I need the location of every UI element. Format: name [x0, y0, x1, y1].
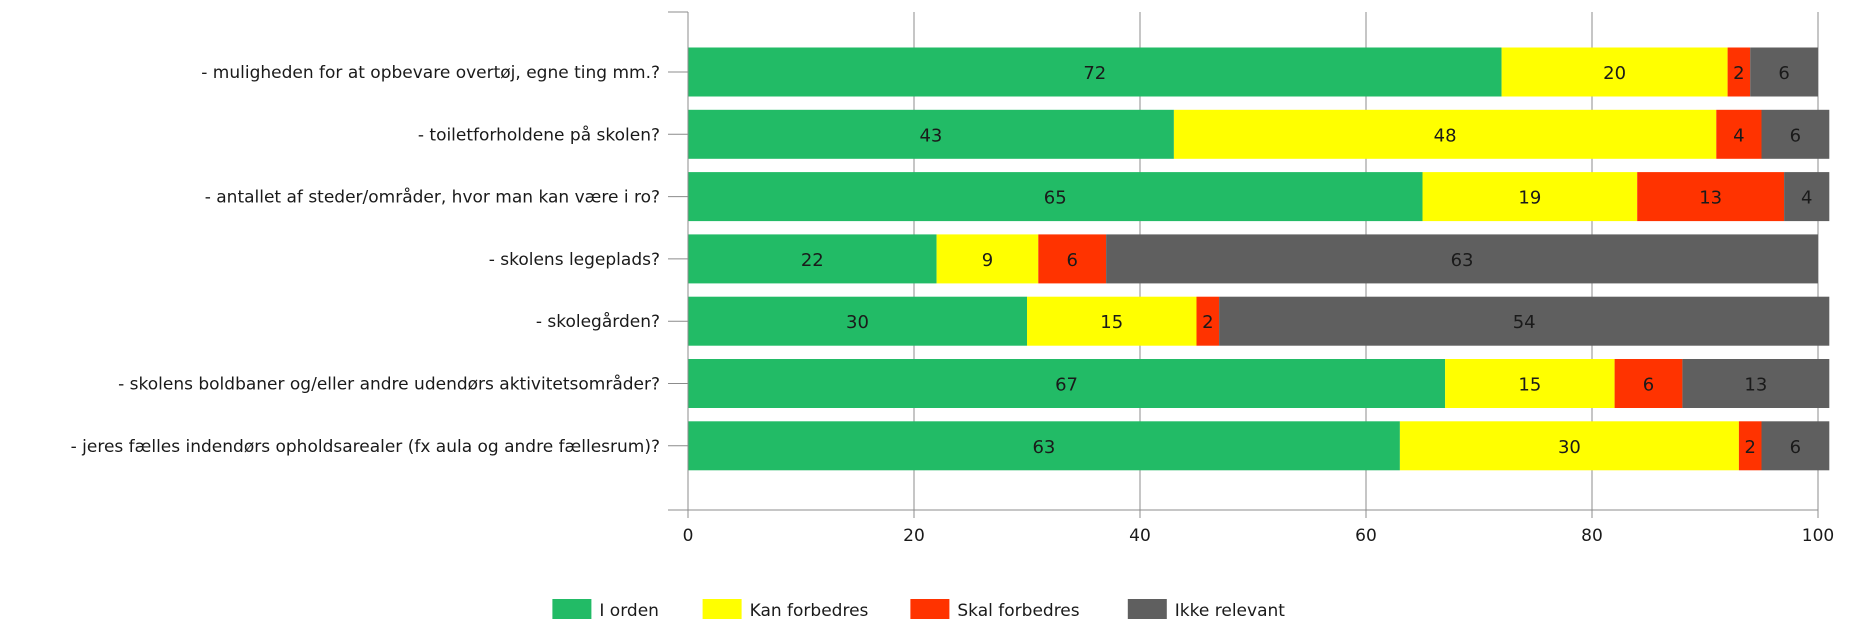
bar-segment: [1761, 421, 1830, 471]
legend-label: Ikke relevant: [1175, 601, 1285, 621]
data-label: 2: [1744, 437, 1755, 458]
x-tick-label: 0: [683, 526, 694, 546]
x-tick-label: 80: [1581, 526, 1603, 546]
bar-segment: [1219, 296, 1830, 346]
data-label: 6: [1066, 250, 1077, 271]
category-label: - jeres fælles indendørs opholdsarealer …: [71, 437, 660, 457]
bar-segment: [688, 234, 937, 284]
bar-segment: [936, 234, 1039, 284]
bar-segment: [1399, 421, 1739, 471]
legend-swatch: [702, 599, 742, 619]
x-tick-label: 40: [1129, 526, 1151, 546]
data-label: 72: [1083, 63, 1106, 84]
legend-swatch: [1127, 599, 1167, 619]
category-labels: - muligheden for at opbevare overtøj, eg…: [71, 63, 660, 457]
x-tick-label: 100: [1802, 526, 1834, 546]
legend-swatch: [910, 599, 950, 619]
bar-segment: [688, 359, 1446, 408]
data-label: 6: [1643, 375, 1654, 396]
data-label: 48: [1434, 125, 1457, 146]
data-label: 13: [1699, 188, 1722, 209]
bar-segment: [1196, 296, 1220, 346]
data-label: 65: [1044, 188, 1067, 209]
bar-segment: [688, 296, 1027, 346]
x-tick-label: 20: [903, 526, 925, 546]
bar-segment: [1501, 47, 1728, 97]
x-tick-labels: 0 20 40 60 80 100: [683, 526, 1835, 546]
data-label: 43: [919, 125, 942, 146]
data-label: 63: [1032, 437, 1055, 458]
bar-segment: [1038, 234, 1107, 284]
data-label: 20: [1603, 63, 1626, 84]
data-label: 15: [1518, 375, 1541, 396]
bar-segment: [688, 47, 1502, 97]
data-label: 6: [1778, 63, 1789, 84]
category-label: - skolens legeplads?: [489, 250, 660, 270]
bar-segment: [1027, 296, 1197, 346]
bar-segment: [1445, 359, 1615, 408]
legend: I orden Kan forbedres Skal forbedres Ikke r…: [552, 599, 1285, 621]
bar-segment: [1727, 47, 1751, 97]
x-tick-label: 60: [1355, 526, 1377, 546]
data-label: 30: [1558, 437, 1581, 458]
category-label: - antallet af steder/områder, hvor man k…: [205, 187, 660, 208]
category-label: - skolens boldbaner og/eller andre udend…: [118, 374, 660, 395]
bar-segment: [1750, 47, 1818, 97]
data-label: 67: [1055, 375, 1078, 396]
data-label: 4: [1801, 188, 1812, 209]
data-label: 2: [1202, 312, 1213, 333]
bar-segment: [688, 421, 1400, 471]
data-label: 6: [1790, 125, 1801, 146]
data-label: 2: [1733, 63, 1744, 84]
bar-segment: [1173, 109, 1717, 159]
data-label: 15: [1100, 312, 1123, 333]
bar-segment: [1637, 172, 1785, 222]
data-label: 9: [982, 250, 993, 271]
data-label: 4: [1733, 125, 1744, 146]
data-label: 6: [1790, 437, 1801, 458]
bar-segment: [1422, 172, 1638, 222]
bar-segment: [1761, 109, 1830, 159]
data-label: 19: [1518, 188, 1541, 209]
bar-segment: [1738, 421, 1762, 471]
category-label: - skolegården?: [536, 311, 660, 332]
legend-swatch: [552, 599, 592, 619]
data-label: 22: [801, 250, 824, 271]
data-label: 54: [1513, 312, 1536, 333]
bar-segment: [688, 172, 1423, 222]
bar-segment: [688, 109, 1174, 159]
bar-segment: [1682, 359, 1830, 408]
legend-label: Kan forbedres: [750, 601, 869, 621]
data-label: 30: [846, 312, 869, 333]
bar-segment: [1614, 359, 1683, 408]
legend-label: Skal forbedres: [957, 601, 1079, 621]
bar-segment: [1106, 234, 1818, 284]
data-label: 13: [1744, 375, 1767, 396]
data-label: 63: [1451, 250, 1474, 271]
bar-segment: [1716, 109, 1762, 159]
category-label: - toiletforholdene på skolen?: [418, 124, 660, 145]
category-label: - muligheden for at opbevare overtøj, eg…: [201, 63, 660, 83]
bar-segment: [1784, 172, 1830, 222]
axes: [668, 11, 1819, 518]
legend-label: I orden: [599, 601, 659, 621]
